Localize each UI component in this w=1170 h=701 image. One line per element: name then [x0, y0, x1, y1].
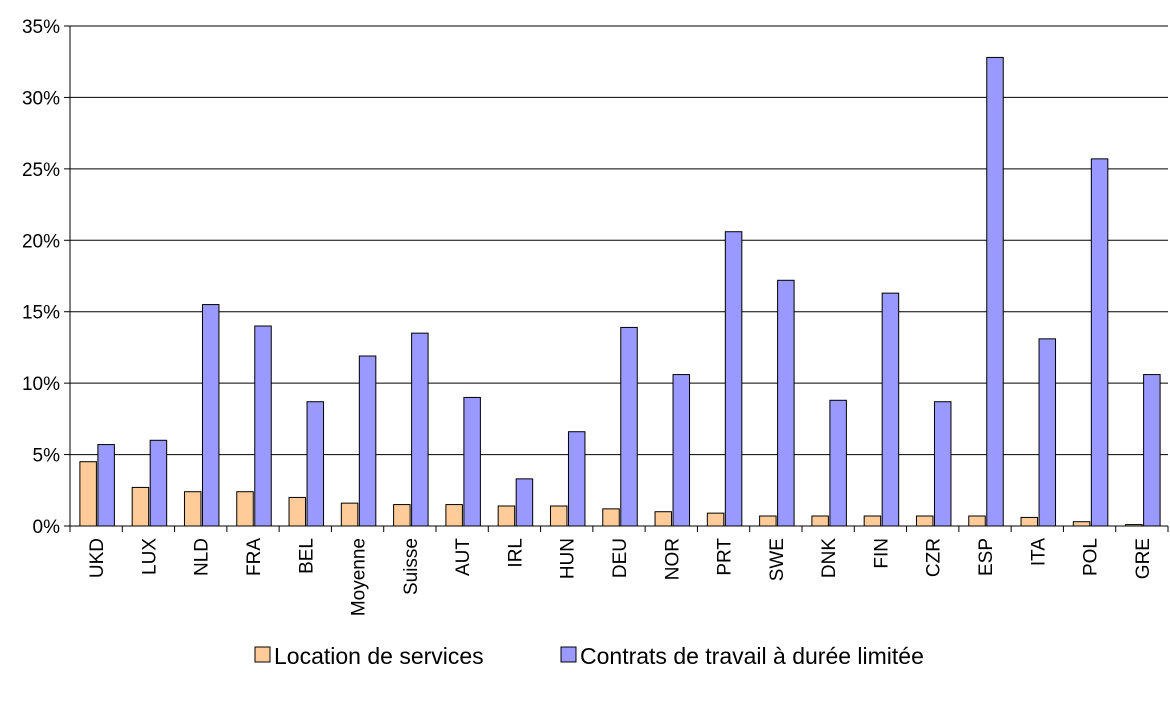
bar-location-de-services: [236, 491, 254, 527]
bar-contrats-duree-limitee: [933, 401, 952, 527]
y-axis-tick-labels: 0% 5% 10% 15% 20% 25% 30% 35%: [22, 17, 60, 538]
bar-location-de-services: [915, 515, 934, 527]
bar-location-de-services: [706, 512, 725, 527]
bar-location-de-services: [759, 515, 777, 527]
x-tick-label: Moyenne: [349, 538, 370, 616]
x-tick-label: SWE: [767, 538, 788, 581]
bar-contrats-duree-limitee: [411, 332, 429, 527]
bar-contrats-duree-limitee: [149, 439, 168, 527]
x-tick-label: BEL: [296, 538, 317, 574]
x-tick-label: HUN: [558, 538, 579, 579]
bar-location-de-services: [340, 502, 359, 527]
bar-location-de-services: [131, 486, 150, 527]
grid-lines: [70, 25, 1168, 456]
bar-contrats-duree-limitee: [97, 444, 115, 527]
x-tick-label: CZR: [924, 538, 945, 577]
bars: [79, 56, 1161, 527]
y-tick-label: 0%: [33, 517, 61, 538]
y-tick-label: 15%: [22, 303, 60, 324]
bar-contrats-duree-limitee: [1090, 158, 1109, 527]
bar-contrats-duree-limitee: [881, 292, 900, 527]
bar-contrats-duree-limitee: [515, 478, 534, 527]
bar-contrats-duree-limitee: [306, 401, 325, 527]
x-tick-label: GRE: [1133, 538, 1154, 579]
bar-contrats-duree-limitee: [986, 56, 1004, 527]
y-tick-label: 35%: [22, 17, 60, 38]
bar-contrats-duree-limitee: [358, 355, 377, 527]
legend-swatch: [560, 646, 577, 663]
x-tick-label: AUT: [453, 538, 474, 576]
x-tick-label: DNK: [819, 538, 840, 578]
x-tick-label: FRA: [244, 538, 265, 576]
bar-contrats-duree-limitee: [672, 374, 691, 527]
legend-swatch: [254, 646, 271, 663]
x-tick-label: ESP: [976, 538, 997, 576]
bar-contrats-duree-limitee: [724, 231, 743, 527]
x-tick-label: IRL: [505, 538, 526, 568]
legend-label: Contrats de travail à durée limitée: [580, 643, 924, 669]
y-tick-label: 25%: [22, 160, 60, 181]
legend-label: Location de services: [274, 643, 484, 669]
x-tick-label: UKD: [87, 538, 108, 578]
axes: [64, 25, 1169, 532]
bar-location-de-services: [288, 496, 307, 527]
x-tick-label: NOR: [662, 538, 683, 580]
bar-location-de-services: [445, 504, 463, 527]
bar-contrats-duree-limitee: [1038, 338, 1057, 527]
x-axis-tick-labels: UKD LUX NLD FRA BEL Moyenne Suisse AUT IRL HUN DEU…: [87, 538, 1154, 617]
bar-contrats-duree-limitee: [567, 431, 586, 527]
bar-location-de-services: [1072, 521, 1091, 527]
bar-contrats-duree-limitee: [620, 326, 638, 527]
bar-location-de-services: [811, 515, 829, 527]
y-tick-label: 10%: [22, 374, 60, 395]
bar-contrats-duree-limitee: [1143, 374, 1161, 527]
bar-location-de-services: [863, 515, 882, 527]
x-tick-label: POL: [1081, 538, 1102, 576]
x-tick-label: LUX: [139, 538, 160, 575]
bar-location-de-services: [183, 491, 202, 527]
x-tick-label: DEU: [610, 538, 631, 578]
y-tick-label: 30%: [22, 88, 60, 109]
bar-contrats-duree-limitee: [254, 325, 272, 527]
bar-contrats-duree-limitee: [463, 396, 481, 527]
bar-location-de-services: [497, 505, 516, 527]
bar-location-de-services: [602, 508, 620, 527]
x-tick-label: NLD: [192, 538, 213, 576]
bar-location-de-services: [549, 505, 568, 527]
x-tick-label: PRT: [715, 538, 736, 576]
x-tick-label: FIN: [871, 538, 892, 569]
bar-contrats-duree-limitee: [777, 279, 795, 527]
bar-location-de-services: [1020, 516, 1039, 527]
bar-location-de-services: [79, 461, 97, 527]
bar-location-de-services: [654, 511, 673, 527]
x-tick-label: Suisse: [401, 538, 422, 595]
x-tick-label: ITA: [1028, 538, 1049, 566]
bar-location-de-services: [968, 515, 986, 527]
legend: Location de services Contrats de travail …: [254, 643, 924, 669]
y-tick-label: 20%: [22, 231, 60, 252]
bar-contrats-duree-limitee: [201, 304, 220, 527]
bar-location-de-services: [393, 504, 411, 527]
bar-contrats-duree-limitee: [829, 399, 847, 527]
y-tick-label: 5%: [33, 446, 61, 467]
